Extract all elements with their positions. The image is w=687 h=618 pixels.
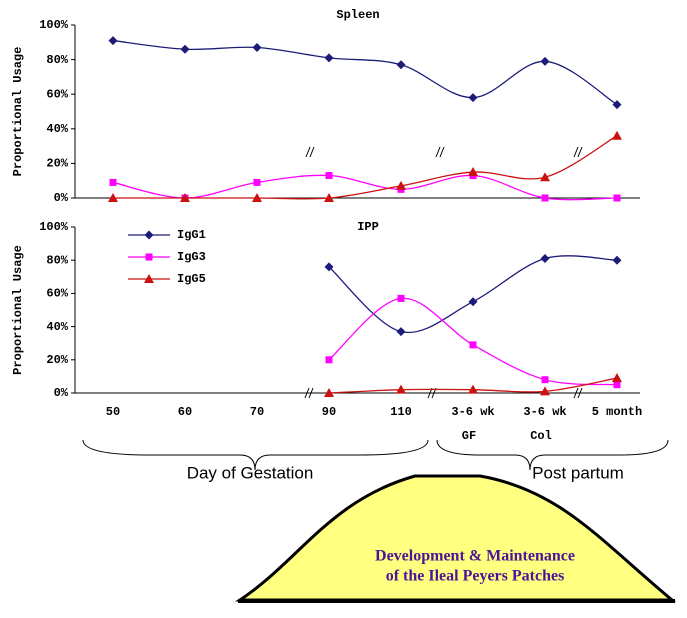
marker <box>468 167 478 177</box>
x-tick-note: GF <box>462 429 476 443</box>
line <box>112 39 618 106</box>
callout: Development & Maintenance <box>375 548 575 565</box>
marker <box>613 194 621 202</box>
x-tick-label: 50 <box>106 405 120 419</box>
marker <box>396 180 406 190</box>
marker <box>396 327 406 337</box>
marker <box>324 53 334 63</box>
x-tick-label: 60 <box>178 405 192 419</box>
x-tick-label: 3-6 wk <box>451 405 494 419</box>
legend-label: IgG1 <box>177 228 206 242</box>
marker <box>540 56 550 66</box>
marker <box>396 60 406 70</box>
marker <box>144 274 154 283</box>
x-tick-label: 70 <box>250 405 264 419</box>
marker <box>325 172 333 180</box>
marker <box>540 172 550 182</box>
callout: of the Ileal Peyers Patches <box>386 568 565 585</box>
x-tick-label: 3-6 wk <box>523 405 566 419</box>
hill <box>235 474 677 602</box>
group-label: Day of Gestation <box>187 463 314 482</box>
y-axis-label: Proportional Usage <box>11 47 25 177</box>
marker <box>468 384 478 394</box>
marker <box>108 193 118 202</box>
marker <box>612 255 622 265</box>
marker <box>469 341 477 349</box>
marker <box>325 356 333 364</box>
marker <box>324 262 334 272</box>
marker <box>612 373 622 383</box>
y-tick-label: 60% <box>46 87 68 101</box>
line <box>112 135 618 200</box>
x-tick-note: Col <box>530 429 552 443</box>
marker <box>253 178 261 186</box>
marker <box>180 193 190 202</box>
marker <box>540 254 550 264</box>
x-tick-label: 90 <box>322 405 336 419</box>
brace <box>82 439 429 471</box>
legend-label: IgG5 <box>177 272 206 286</box>
y-tick-label: 0% <box>54 386 69 400</box>
marker <box>145 253 153 261</box>
marker <box>613 381 621 389</box>
marker <box>541 376 549 384</box>
y-tick-label: 80% <box>46 53 68 67</box>
x-tick-label: 110 <box>390 405 412 419</box>
marker <box>109 178 117 186</box>
y-tick-label: 100% <box>39 220 69 234</box>
y-tick-label: 40% <box>46 122 68 136</box>
marker <box>144 230 154 240</box>
marker <box>541 194 549 202</box>
marker <box>324 388 334 397</box>
marker <box>252 42 262 52</box>
marker <box>108 36 118 46</box>
line <box>328 297 618 386</box>
group-label: Post partum <box>532 463 624 482</box>
y-axis-label: Proportional Usage <box>11 245 25 375</box>
line <box>328 255 618 334</box>
marker <box>180 44 190 54</box>
marker <box>252 193 262 202</box>
axis-breaks <box>304 146 583 399</box>
legend-label: IgG3 <box>177 250 206 264</box>
y-tick-label: 60% <box>46 287 68 301</box>
marker <box>324 193 334 202</box>
y-tick-label: 0% <box>54 191 69 205</box>
marker <box>612 100 622 110</box>
marker <box>612 130 622 140</box>
marker <box>396 384 406 394</box>
chart-title: IPP <box>357 220 379 234</box>
marker <box>468 297 478 307</box>
marker <box>540 386 550 396</box>
chart-title: Spleen <box>336 8 379 22</box>
y-tick-label: 20% <box>46 353 68 367</box>
marker <box>468 93 478 103</box>
y-tick-label: 100% <box>39 18 69 32</box>
y-tick-label: 20% <box>46 157 68 171</box>
marker <box>397 294 405 302</box>
x-tick-label: 5 month <box>592 405 642 419</box>
brace <box>436 439 669 471</box>
y-tick-label: 40% <box>46 320 68 334</box>
y-tick-label: 80% <box>46 253 68 267</box>
